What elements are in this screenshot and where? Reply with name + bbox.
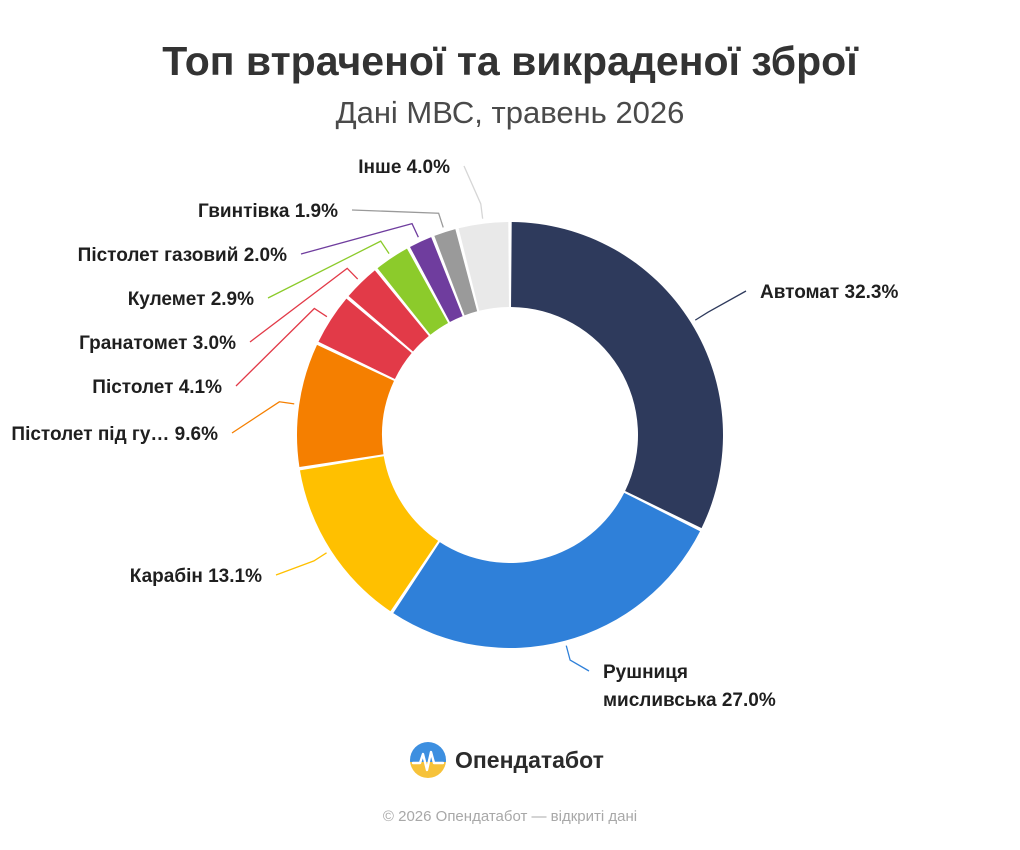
- donut-slice: [348, 270, 429, 352]
- leader-line: [267, 240, 390, 299]
- slice-label: Автомат 32.3%: [760, 282, 898, 303]
- leader-line: [351, 209, 444, 228]
- slice-label: Пістолет газовий 2.0%: [78, 245, 287, 266]
- slice-label: Інше 4.0%: [358, 157, 450, 178]
- slice-label: Рушниця мисливська 27.0%: [603, 662, 776, 711]
- slice-label: Пістолет під гу… 9.6%: [11, 424, 218, 445]
- donut-slice: [434, 229, 478, 316]
- leader-line: [275, 552, 327, 576]
- leader-line: [565, 645, 590, 672]
- leader-line: [235, 307, 328, 387]
- leader-line: [231, 401, 295, 434]
- donut-slice: [458, 222, 509, 311]
- chart-title: Топ втраченої та викраденої зброї: [162, 38, 858, 84]
- slice-label: Гранатомет 3.0%: [79, 333, 236, 354]
- slice-label: Кулемет 2.9%: [128, 289, 254, 310]
- donut-slice: [297, 344, 395, 468]
- brand-name: Опендатабот: [455, 746, 604, 773]
- donut-slice: [511, 222, 724, 529]
- leader-line: [300, 222, 419, 255]
- donut-slice: [299, 456, 439, 612]
- footer-credit: © 2026 Опендатабот — відкриті дані: [382, 808, 638, 825]
- slice-label: Гвинтівка 1.9%: [198, 201, 338, 222]
- opendatabot-logo-icon: [410, 742, 446, 778]
- brand: Опендатабот: [410, 740, 604, 780]
- donut-slice: [393, 492, 701, 649]
- slice-label: Карабін 13.1%: [130, 566, 262, 587]
- leader-line: [694, 290, 747, 321]
- slice-label: Пістолет 4.1%: [92, 377, 222, 398]
- leader-line: [463, 165, 484, 219]
- chart-subtitle: Дані МВС, травень 2026: [335, 95, 685, 130]
- leader-line: [249, 267, 359, 343]
- donut-slice: [409, 237, 463, 322]
- donut-slice: [318, 298, 412, 379]
- donut-slice: [377, 248, 449, 335]
